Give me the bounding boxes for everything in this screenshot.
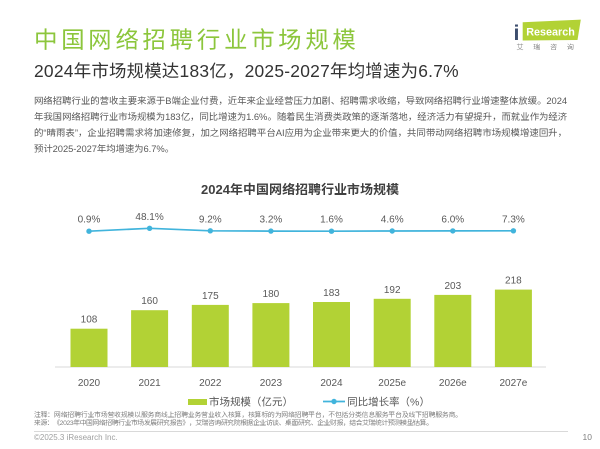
- svg-text:192: 192: [384, 285, 401, 296]
- svg-text:7.3%: 7.3%: [502, 214, 525, 225]
- svg-text:2025e: 2025e: [378, 378, 406, 389]
- svg-text:2021: 2021: [138, 378, 161, 389]
- svg-text:艾瑞咨询: 艾瑞咨询: [517, 43, 584, 53]
- svg-text:48.1%: 48.1%: [135, 212, 163, 223]
- svg-text:2024: 2024: [320, 378, 343, 389]
- svg-text:0.9%: 0.9%: [78, 215, 101, 226]
- svg-text:同比增长率（%）: 同比增长率（%）: [347, 396, 430, 409]
- svg-text:4.6%: 4.6%: [381, 215, 404, 226]
- svg-text:218: 218: [505, 276, 522, 287]
- svg-text:Research: Research: [526, 27, 575, 39]
- svg-text:183: 183: [323, 288, 340, 299]
- svg-text:1.6%: 1.6%: [320, 215, 343, 226]
- svg-text:2027e: 2027e: [499, 378, 527, 389]
- svg-text:i: i: [514, 21, 520, 45]
- svg-text:108: 108: [81, 315, 98, 326]
- svg-text:203: 203: [444, 281, 461, 292]
- svg-text:2022: 2022: [199, 378, 222, 389]
- svg-text:160: 160: [141, 296, 158, 307]
- svg-text:6.0%: 6.0%: [441, 214, 464, 225]
- svg-text:2023: 2023: [260, 378, 283, 389]
- svg-text:180: 180: [263, 289, 280, 300]
- svg-text:市场规模（亿元）: 市场规模（亿元）: [208, 396, 293, 409]
- svg-text:2026e: 2026e: [439, 378, 467, 389]
- svg-text:3.2%: 3.2%: [260, 215, 283, 226]
- svg-text:9.2%: 9.2%: [199, 214, 222, 225]
- svg-text:175: 175: [202, 291, 219, 302]
- svg-text:2020: 2020: [78, 378, 101, 389]
